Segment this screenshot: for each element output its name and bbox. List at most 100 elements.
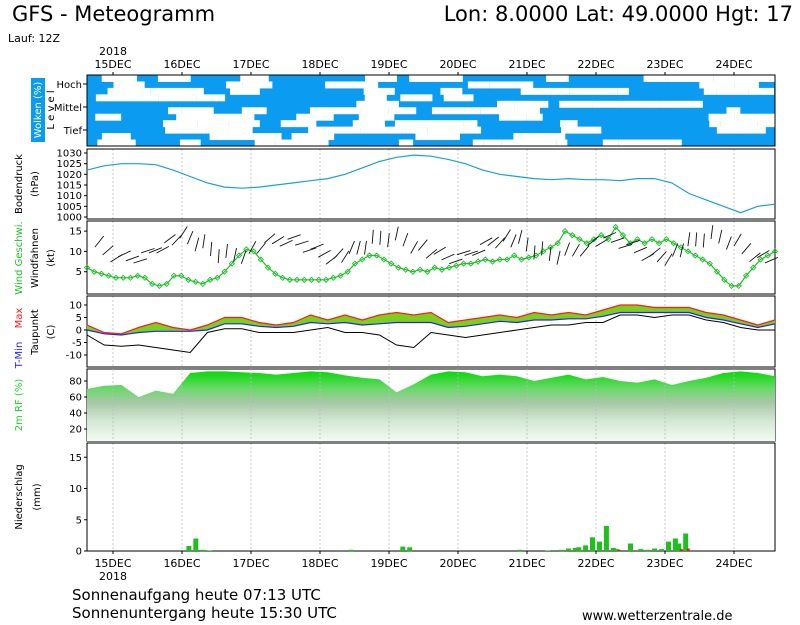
cloud-gap [514, 100, 549, 108]
y-tick-label: 1020 [57, 170, 82, 181]
pressure-unit-label: (hPa) [30, 171, 41, 197]
wind-barb [710, 225, 714, 240]
cloud-gap [526, 113, 543, 121]
wind-barbs-axis-label: Windfahnen [30, 228, 41, 288]
cloud-gap [734, 81, 759, 89]
level-label: Mittel [54, 103, 82, 114]
precipitation-axis-label: Niederschlag [14, 464, 25, 529]
cloud-panel-frame [86, 74, 776, 147]
date-tick-label-top: 21DEC [508, 58, 545, 71]
cloud-gap [643, 75, 669, 82]
precipitation-bar [659, 549, 665, 551]
max-temperature-line [86, 304, 776, 335]
wind-barb [133, 258, 148, 264]
wind-speed-marker [605, 236, 612, 243]
wind-barb [225, 243, 228, 258]
wind-speed-marker [170, 272, 178, 279]
precipitation-bar [672, 538, 678, 551]
wind-barb [649, 247, 661, 257]
wind-speed-marker [178, 272, 185, 279]
wind-speed-marker [279, 274, 286, 281]
wind-speed-marker [525, 254, 532, 261]
wind-speed-marker [199, 280, 207, 288]
precipitation-bar [583, 545, 589, 551]
wind-speed-marker [474, 258, 482, 265]
wind-speed-marker [127, 274, 134, 281]
wind-speed-marker [489, 258, 496, 265]
cloud-gap [440, 87, 463, 95]
wind-speed-line [86, 226, 776, 287]
wind-barb [341, 250, 350, 263]
cloud-gap [501, 139, 557, 147]
wind-unit-label: (kt) [46, 249, 57, 267]
cloud-gap [513, 133, 566, 141]
wind-speed-marker [366, 252, 373, 259]
wind-speed-marker [250, 248, 257, 255]
wind-barb [510, 234, 517, 248]
wind-barb [456, 250, 471, 256]
cloud-gap [713, 75, 739, 82]
wind-speed-marker [742, 272, 750, 279]
wind-barb [233, 247, 237, 262]
cloud-gap [253, 133, 282, 141]
wind-speed-marker [91, 268, 98, 275]
precipitation-bar [400, 546, 406, 551]
cloud-gap [402, 126, 428, 134]
precipitation-bar [666, 541, 671, 551]
cloud-gap [242, 81, 273, 89]
cloud-gap [209, 133, 254, 141]
date-tick-label-bottom: 16DEC [163, 557, 200, 570]
wind-speed-marker [83, 264, 91, 271]
wind-speed-marker [721, 276, 728, 283]
temperature-panel: -10 -50 510 T-Min Max Taupunkt (C) [14, 295, 776, 369]
wind-speed-marker [286, 276, 293, 283]
y-tick-label: 10 [69, 301, 82, 312]
date-tick-label-bottom: 23DEC [646, 557, 683, 570]
wind-speed-marker [431, 264, 438, 271]
wind-speed-marker [511, 252, 518, 259]
cloud-gap [757, 120, 775, 128]
wind-barb [271, 236, 285, 245]
y-tick-label: 1005 [57, 202, 82, 213]
cloud-gap [716, 126, 766, 134]
cloud-gap [748, 87, 775, 95]
cloud-gap [619, 100, 660, 108]
wind-barb [679, 243, 684, 258]
precipitation-bar [545, 550, 551, 551]
level-axis-label: L e v e l [46, 90, 57, 129]
website-link[interactable]: www.wetterzentrale.de [582, 609, 733, 624]
cloud-gap [617, 87, 629, 95]
wind-barb [756, 250, 770, 258]
temperature-panel-frame [86, 295, 776, 368]
cloud-gap [225, 81, 243, 89]
pressure-panel-frame [86, 148, 776, 220]
wind-speed-marker [619, 232, 627, 239]
wind-speed-marker [764, 252, 771, 259]
wind-speed-marker [395, 264, 402, 271]
y-tick-label: 1030 [57, 149, 82, 160]
cloud-gap [229, 87, 260, 95]
cloud-gap [241, 107, 267, 115]
cloud-gap [157, 75, 191, 82]
precipitation-bar [200, 549, 206, 552]
wind-barb [141, 248, 155, 254]
cloud-gap [97, 139, 136, 147]
wind-speed-marker [518, 256, 525, 263]
humidity-axis-label: 2m RF (%) [14, 379, 25, 432]
cloud-gap [363, 87, 395, 95]
wind-barb [626, 239, 640, 246]
tmax-axis-label: Max [14, 308, 25, 329]
cloud-gap [559, 100, 593, 108]
cloud-gap [95, 94, 142, 102]
wind-barb [518, 229, 523, 244]
cloud-gap [699, 81, 735, 89]
cloud-gap [560, 120, 578, 128]
wind-barb [603, 232, 617, 239]
wind-barb [279, 239, 293, 247]
wind-speed-marker [692, 252, 699, 259]
wind-barb [425, 248, 438, 259]
wind-barb [217, 249, 220, 264]
cloud-gap [569, 87, 618, 95]
cloud-gap [352, 120, 385, 128]
